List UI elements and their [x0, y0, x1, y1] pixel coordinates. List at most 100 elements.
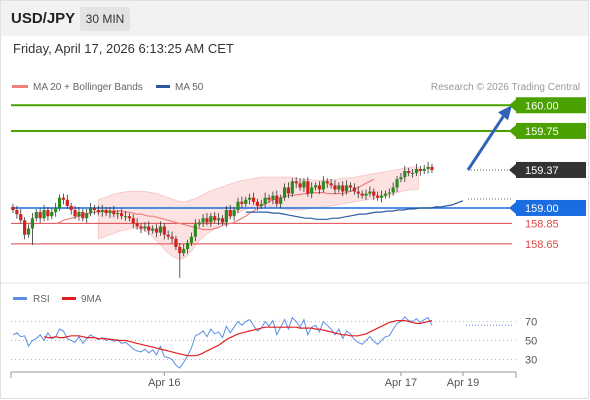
current-price-label: 159.37: [525, 165, 559, 177]
candle-up: [189, 236, 194, 243]
candle-down: [127, 216, 131, 219]
rsi-ma9-line: [43, 320, 433, 357]
ma20-legend-label: MA 20 + Bollinger Bands: [33, 82, 143, 93]
candle-down: [306, 181, 310, 194]
candle-up: [426, 166, 430, 169]
candle-up: [310, 187, 314, 194]
candle-up: [271, 195, 275, 200]
candle-up: [57, 197, 62, 208]
candle-up: [282, 187, 287, 198]
candle-down: [376, 195, 380, 198]
candle-up: [26, 228, 31, 235]
candle-up: [232, 210, 236, 217]
candle-down: [112, 211, 116, 215]
candle-down: [120, 213, 124, 217]
forecast-arrow-head: [498, 105, 512, 121]
candle-up: [151, 228, 155, 231]
rsi-line: [12, 316, 433, 369]
resistance-label-box: [516, 122, 586, 139]
candle-down: [170, 236, 174, 239]
candle-up: [182, 249, 186, 254]
candle-down: [407, 171, 411, 174]
current-price-box: [516, 161, 586, 178]
x-tick-label: Apr 19: [447, 377, 479, 389]
candle-up: [313, 185, 318, 188]
candle-down: [360, 193, 364, 196]
candle-down: [38, 212, 42, 219]
bollinger-band: [97, 166, 419, 260]
candle-up: [88, 207, 93, 214]
rsi-level-label: 70: [525, 317, 537, 329]
ma50-line: [245, 200, 464, 220]
candle-down: [317, 185, 322, 190]
candle-up: [383, 193, 388, 196]
candle-up: [201, 218, 205, 223]
candle-down: [205, 218, 209, 223]
candle-down: [348, 185, 353, 188]
candle-up: [34, 212, 38, 219]
resistance-label: 159.75: [525, 126, 559, 138]
candle-down: [166, 234, 170, 237]
candle-down: [147, 226, 151, 231]
candle-down: [333, 185, 337, 190]
candle-down: [341, 185, 345, 192]
ma9-legend-swatch: [62, 297, 76, 300]
x-tick-label: Apr 17: [385, 377, 417, 389]
candle-up: [244, 199, 248, 204]
pivot-label-pointer: [509, 201, 516, 214]
candle-up: [123, 216, 128, 218]
candle-down: [174, 238, 178, 247]
support-label: 158.65: [525, 239, 559, 251]
candle-down: [139, 226, 143, 229]
rsi-legend-swatch: [13, 297, 27, 300]
candle-up: [224, 210, 228, 223]
x-axis-ticks: Apr 16 Apr 17 Apr 19: [148, 372, 479, 389]
candle-down: [240, 201, 244, 204]
currency-pair-title: USD/JPY: [11, 10, 76, 27]
candle-down: [131, 218, 135, 224]
candle-up: [197, 222, 201, 225]
candle-down: [352, 187, 356, 192]
candle-up: [42, 210, 46, 219]
candle-down: [178, 247, 182, 254]
candle-down: [228, 210, 232, 217]
resistance-label-pointer: [509, 99, 516, 112]
rsi-level-label: 50: [525, 336, 537, 348]
ma9-legend-label: 9MA: [81, 294, 102, 305]
resistance-label-box: [516, 97, 586, 114]
candle-down: [294, 181, 298, 184]
ma20-legend-swatch: [12, 85, 28, 88]
candle-up: [193, 224, 197, 237]
candle-down: [65, 199, 69, 206]
candle-down: [298, 183, 302, 188]
candle-up: [391, 187, 395, 193]
candle-up: [108, 211, 112, 214]
candle-up: [85, 213, 89, 219]
candle-up: [263, 197, 267, 204]
candle-down: [275, 195, 279, 204]
candle-up: [54, 207, 58, 213]
candle-up: [337, 185, 341, 190]
candle-down: [69, 205, 73, 211]
candle-down: [154, 228, 159, 233]
candle-up: [77, 212, 81, 217]
timeframe-button[interactable]: 30 MIN: [80, 7, 130, 31]
datetime-label: Friday, April 17, 2026 6:13:25 AM CET: [13, 41, 234, 56]
candle-up: [368, 191, 372, 194]
candle-down: [61, 197, 66, 200]
candle-down: [220, 218, 225, 223]
candle-up: [158, 226, 163, 233]
candle-up: [302, 181, 306, 188]
candle-down: [430, 166, 434, 170]
ma50-legend-label: MA 50: [175, 82, 204, 93]
candle-down: [81, 212, 85, 219]
rsi-panel: 70 50 30: [11, 316, 537, 369]
candle-up: [116, 213, 120, 215]
candle-up: [410, 173, 415, 175]
candle-up: [30, 218, 34, 229]
candle-up: [259, 203, 263, 206]
candle-down: [286, 187, 291, 194]
candle-down: [356, 191, 360, 194]
candle-down: [135, 223, 139, 227]
